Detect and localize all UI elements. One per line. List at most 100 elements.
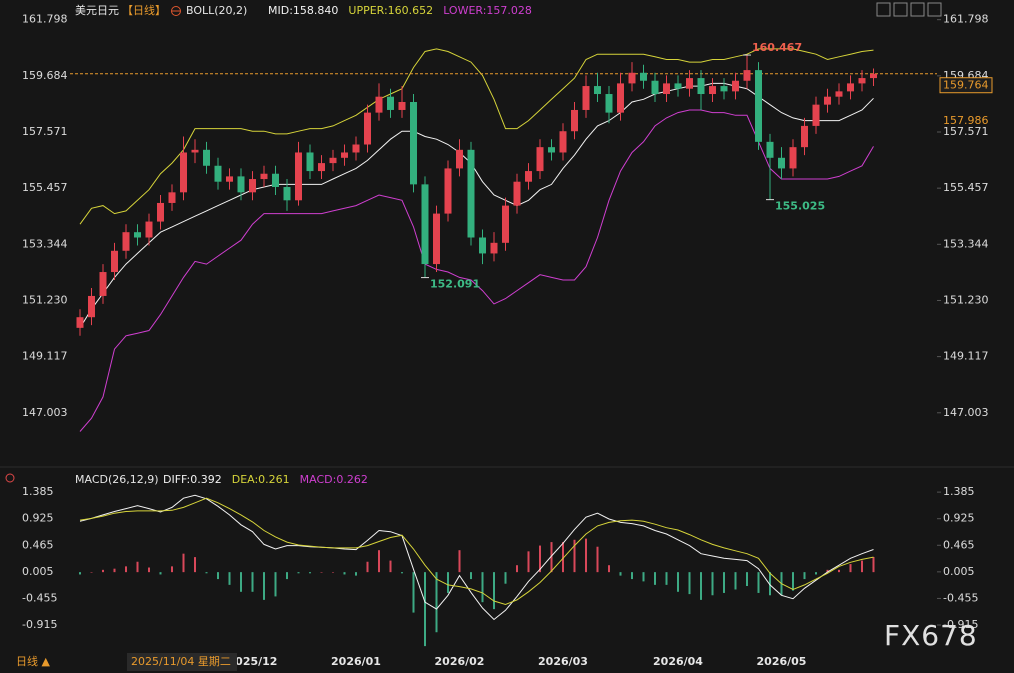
candle-body xyxy=(191,149,199,153)
band-line xyxy=(79,82,874,329)
candle-body xyxy=(237,176,245,193)
y-tick-label: 149.117 xyxy=(943,350,989,363)
y-tick-label: 161.798 xyxy=(943,13,989,26)
y-tick-label: 151.230 xyxy=(22,293,68,306)
macd-bar xyxy=(665,572,668,585)
extreme-label: 155.025 xyxy=(775,200,825,213)
candle-body xyxy=(801,125,808,148)
macd-bar xyxy=(769,572,771,596)
y-tick-label: 159.684 xyxy=(22,69,68,82)
macd-bar xyxy=(240,572,242,592)
candle-body xyxy=(605,94,613,113)
y-tick-label: 0.005 xyxy=(22,565,54,578)
macd-bar xyxy=(343,572,346,575)
y-tick-label: 0.005 xyxy=(943,565,975,578)
candle-body xyxy=(686,78,693,89)
period-toggle[interactable]: 日线 ▲ xyxy=(16,654,50,668)
y-tick-label: 155.457 xyxy=(943,181,989,194)
macd-bar xyxy=(757,572,760,593)
candle-body xyxy=(640,72,647,81)
macd-bar xyxy=(171,566,173,573)
candle-body xyxy=(180,152,187,193)
macd-bar xyxy=(792,572,794,591)
candle-body xyxy=(214,165,222,182)
candle-body xyxy=(134,232,141,238)
candle-body xyxy=(375,96,383,113)
y-tick-label: -0.915 xyxy=(943,618,978,631)
candle-body xyxy=(467,149,475,238)
macd-bar xyxy=(631,572,633,580)
macd-line xyxy=(79,494,874,621)
macd-bar xyxy=(596,546,599,573)
macd-bar xyxy=(872,557,875,573)
indicator-label: BOLL(20,2) xyxy=(186,4,247,17)
candle-body xyxy=(502,205,509,243)
macd-bar xyxy=(470,572,472,580)
panel-icon[interactable] xyxy=(5,473,15,483)
candle-body xyxy=(76,317,84,328)
y-tick-label: 0.465 xyxy=(943,538,975,551)
macd-bar xyxy=(263,572,265,600)
candle-body xyxy=(364,112,371,145)
y-tick-label: 155.457 xyxy=(22,181,68,194)
macd-bar xyxy=(516,565,518,573)
candle-body xyxy=(249,179,256,193)
candle-body xyxy=(111,250,118,273)
macd-bar xyxy=(424,572,426,647)
button[interactable] xyxy=(927,2,942,17)
x-tick-label: 2026/05 xyxy=(757,655,807,668)
y-tick-label: 149.117 xyxy=(22,350,68,363)
candle-body xyxy=(145,221,153,238)
macd-bar xyxy=(274,572,277,597)
x-tick-label: 2026/02 xyxy=(435,655,485,668)
y-tick-label: 151.230 xyxy=(943,293,989,306)
ref-price-label: 157.986 xyxy=(943,114,989,127)
macd-bar xyxy=(815,572,817,575)
macd-bar xyxy=(527,551,530,573)
candle-body xyxy=(812,104,820,126)
y-tick-label: 153.344 xyxy=(943,237,989,250)
candle-body xyxy=(559,131,567,153)
button[interactable] xyxy=(893,2,908,17)
macd-bar xyxy=(401,572,403,574)
macd-bar xyxy=(838,569,840,573)
extreme-label: 152.091 xyxy=(430,278,480,291)
macd-bar xyxy=(332,572,334,573)
candle-body xyxy=(548,147,555,153)
candle-body xyxy=(789,147,797,169)
candle-body xyxy=(755,70,762,142)
macd-indicator-label: MACD(26,12,9) xyxy=(75,473,159,486)
y-tick-label: -0.915 xyxy=(22,618,57,631)
candle-body xyxy=(490,242,498,254)
legend-entry: DIFF:0.392 xyxy=(163,473,222,486)
macd-bar xyxy=(861,560,863,573)
candle-body xyxy=(88,295,95,318)
macd-bar xyxy=(539,545,541,573)
y-tick-label: -0.455 xyxy=(943,591,978,604)
macd-bar xyxy=(550,542,553,573)
macd-bar xyxy=(711,572,714,596)
macd-bar xyxy=(493,572,495,610)
macd-bar xyxy=(79,572,81,575)
candle-body xyxy=(525,171,532,182)
macd-bar xyxy=(102,569,104,573)
candle-body xyxy=(870,73,877,79)
macd-bar xyxy=(389,560,392,573)
button[interactable] xyxy=(876,2,891,17)
settings-icon[interactable] xyxy=(171,6,181,16)
candle-body xyxy=(122,232,130,251)
candle-body xyxy=(456,149,463,169)
candle-body xyxy=(272,173,279,188)
extreme-label: 160.467 xyxy=(752,41,802,54)
x-tick-label: 2026/03 xyxy=(538,655,588,668)
cursor-date: 2025/11/04 星期二 xyxy=(131,655,231,668)
candle-body xyxy=(433,213,440,265)
y-tick-label: 0.925 xyxy=(22,512,54,525)
candle-body xyxy=(571,109,578,132)
button[interactable] xyxy=(910,2,925,17)
macd-bar xyxy=(309,572,311,574)
macd-bar xyxy=(734,572,737,590)
macd-bar xyxy=(481,572,484,603)
candle-body xyxy=(306,152,314,172)
